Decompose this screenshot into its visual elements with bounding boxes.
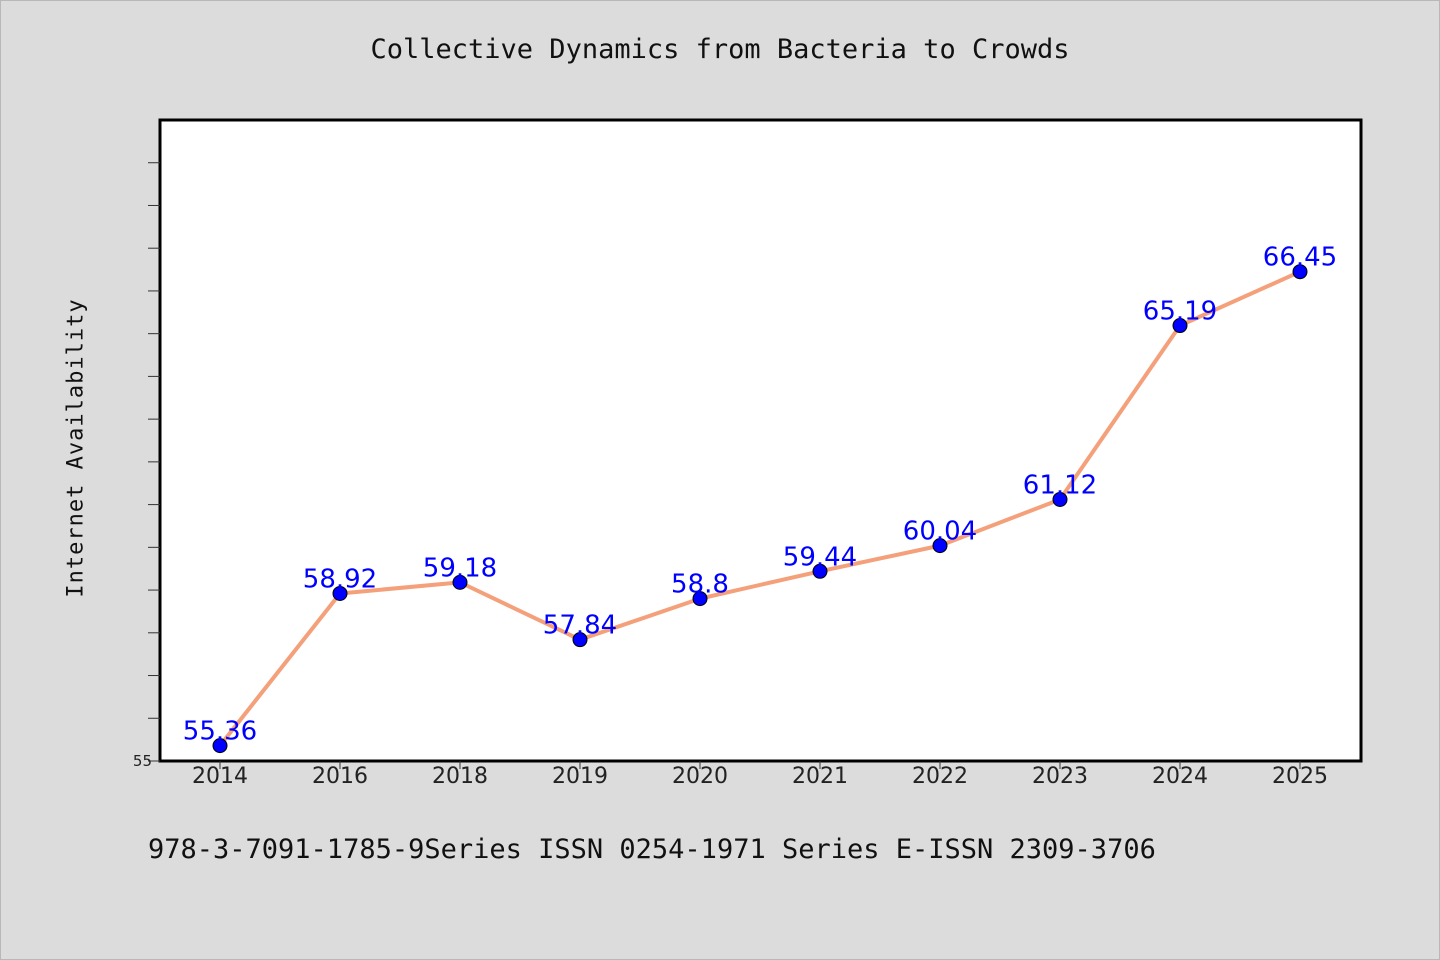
- data-point: [1292, 264, 1308, 280]
- data-point: [1052, 491, 1068, 507]
- data-point: [692, 591, 708, 607]
- data-label: 66.45: [1263, 243, 1337, 273]
- data-label: 60.04: [903, 517, 977, 547]
- series-group: [212, 264, 1308, 754]
- x-axis-ticks: 2014 2016 2018 2019 2020 2021 2022 2023 2024 2025: [192, 761, 1328, 789]
- y-tick-label: 55: [133, 752, 152, 770]
- data-labels-group: 55.36 58.92 59.18 57.84 58.8 59.44 60.04 61.12 6…: [183, 243, 1337, 747]
- series-line: [218, 269, 1302, 748]
- data-point: [812, 563, 828, 579]
- data-point: [1172, 318, 1188, 334]
- x-tick-label: 2022: [912, 764, 968, 789]
- data-point: [212, 738, 228, 754]
- data-point: [452, 574, 468, 590]
- x-tick-label: 2023: [1032, 764, 1088, 789]
- x-tick-label: 2020: [672, 764, 728, 789]
- x-tick-label: 2014: [192, 764, 248, 789]
- data-label: 65.19: [1143, 297, 1217, 327]
- data-point: [572, 632, 588, 648]
- data-label: 58.92: [303, 564, 377, 594]
- chart-title: Collective Dynamics from Bacteria to Cro…: [370, 34, 1070, 65]
- y-axis-ticks: 55: [133, 162, 160, 770]
- data-label: 58.8: [671, 570, 729, 600]
- x-tick-label: 2025: [1272, 764, 1328, 789]
- data-point: [332, 585, 348, 601]
- x-tick-label: 2024: [1152, 764, 1208, 789]
- x-tick-label: 2016: [312, 764, 368, 789]
- data-label: 57.84: [543, 611, 617, 641]
- footer-isbn-text: 978-3-7091-1785-9Series ISSN 0254-1971 S…: [148, 834, 1156, 865]
- data-label: 55.36: [183, 717, 257, 747]
- data-point: [932, 538, 948, 554]
- x-tick-label: 2021: [792, 764, 848, 789]
- x-tick-label: 2019: [552, 764, 608, 789]
- data-label: 59.18: [423, 553, 497, 583]
- plot-area: [158, 118, 1363, 763]
- data-label: 61.12: [1023, 470, 1097, 500]
- data-label: 59.44: [783, 542, 857, 572]
- x-tick-label: 2018: [432, 764, 488, 789]
